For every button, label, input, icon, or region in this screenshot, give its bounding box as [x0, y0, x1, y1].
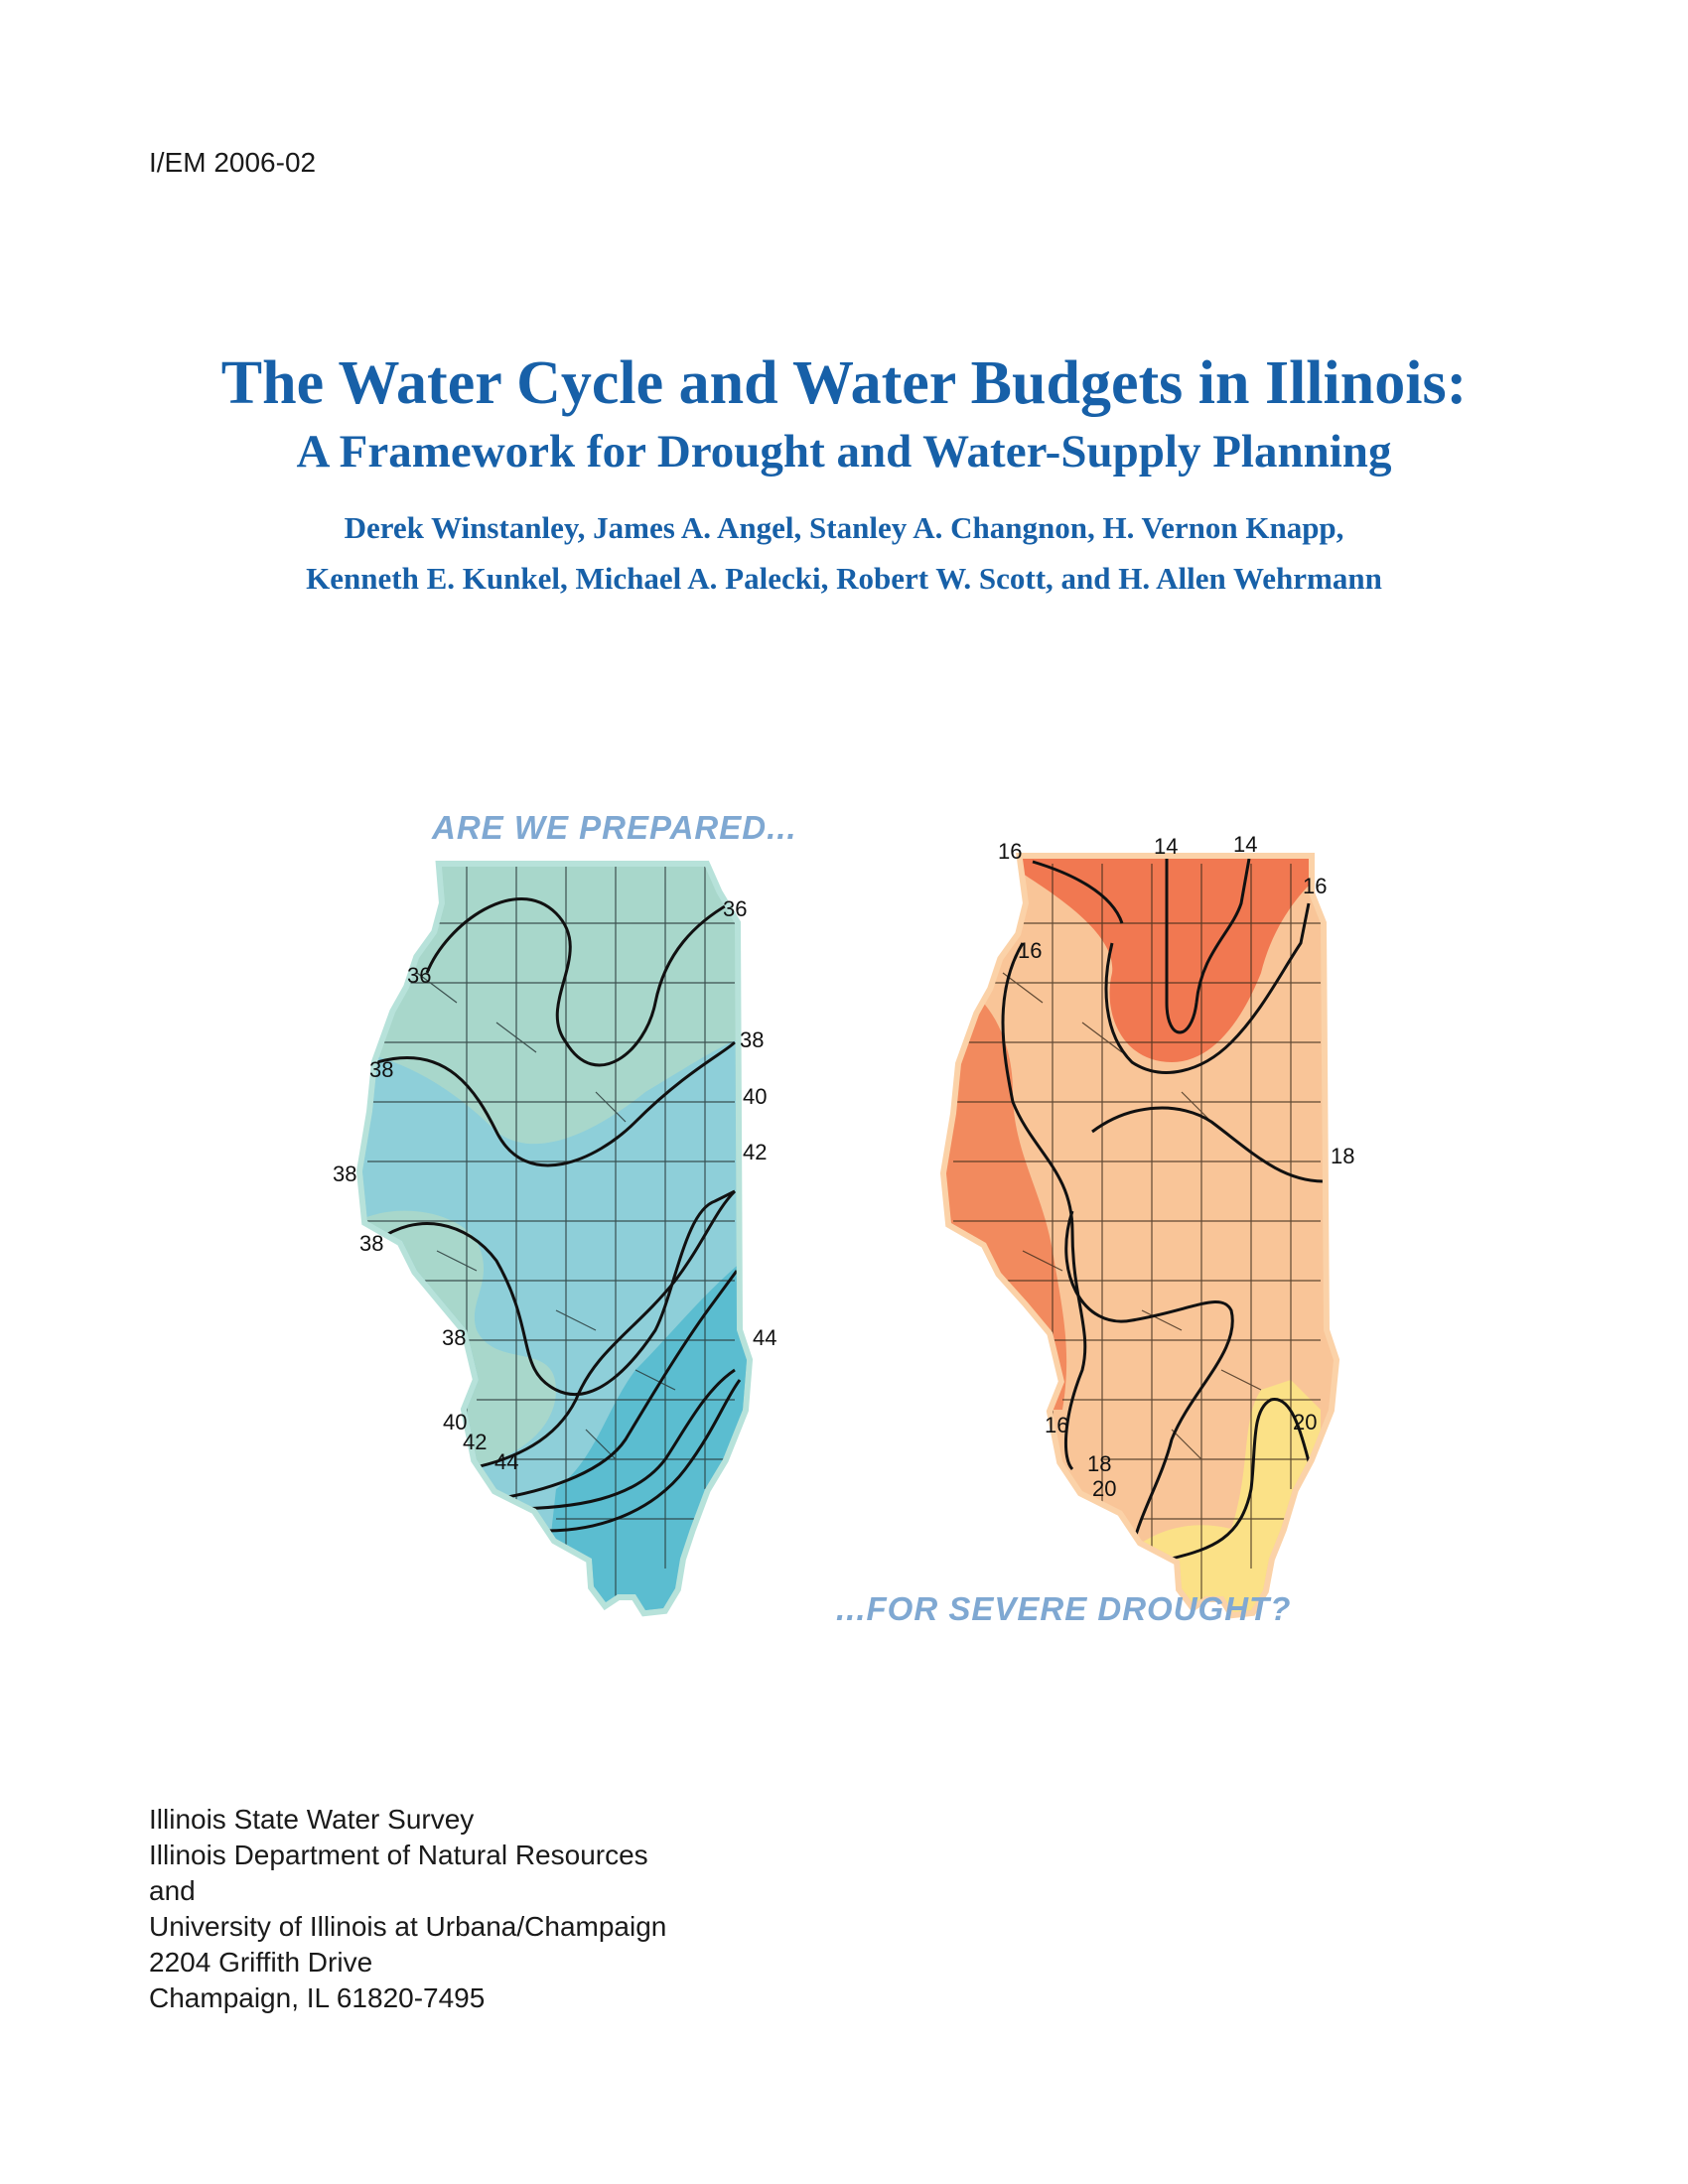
- right-contour-labels: 16 14 14 16 16 18 16 20 18 20: [998, 832, 1354, 1501]
- contour-label: 20: [1293, 1410, 1317, 1434]
- contour-label: 14: [1154, 834, 1178, 859]
- publisher-line: Illinois Department of Natural Resources: [149, 1840, 648, 1870]
- report-number: I/EM 2006-02: [149, 147, 317, 178]
- author-line: Kenneth E. Kunkel, Michael A. Palecki, R…: [306, 561, 1382, 596]
- publisher-line: University of Illinois at Urbana/Champai…: [149, 1911, 667, 1942]
- publisher-line: and: [149, 1875, 196, 1906]
- contour-label: 36: [407, 963, 431, 988]
- contour-label: 38: [442, 1325, 466, 1350]
- contour-label: 20: [1092, 1476, 1116, 1501]
- contour-label: 38: [369, 1057, 393, 1082]
- left-contour-labels: 36 36 38 38 38 38 38 40 42 44 40 42 44: [333, 896, 776, 1474]
- cover-illustration: ARE WE PREPARED...: [0, 774, 1688, 1668]
- contour-label: 16: [1303, 874, 1327, 898]
- contour-label: 40: [443, 1410, 467, 1434]
- contour-label: 18: [1087, 1451, 1111, 1476]
- contour-label: 36: [723, 896, 747, 921]
- author-line: Derek Winstanley, James A. Angel, Stanle…: [344, 510, 1344, 545]
- author-list: Derek Winstanley, James A. Angel, Stanle…: [0, 502, 1688, 604]
- contour-label: 38: [740, 1027, 764, 1052]
- contour-label: 18: [1331, 1144, 1354, 1168]
- tagline-top: ARE WE PREPARED...: [431, 809, 797, 846]
- contour-label: 44: [753, 1325, 776, 1350]
- title-block: The Water Cycle and Water Budgets in Ill…: [0, 347, 1688, 604]
- contour-label: 40: [743, 1084, 767, 1109]
- document-subtitle: A Framework for Drought and Water-Supply…: [296, 426, 1392, 478]
- left-precipitation-map: 36 36 38 38 38 38 38 40 42 44 40 42 44: [333, 834, 776, 1668]
- contour-label: 42: [463, 1430, 487, 1454]
- right-precipitation-map: 16 14 14 16 16 18 16 20 18 20: [933, 832, 1354, 1648]
- contour-label: 44: [494, 1449, 518, 1474]
- contour-label: 16: [998, 839, 1022, 864]
- publisher-line: 2204 Griffith Drive: [149, 1947, 373, 1978]
- contour-label: 16: [1018, 938, 1042, 963]
- illinois-maps: ARE WE PREPARED...: [333, 809, 1354, 1668]
- document-title: The Water Cycle and Water Budgets in Ill…: [220, 349, 1468, 417]
- tagline-bottom: ...FOR SEVERE DROUGHT?: [836, 1590, 1291, 1627]
- contour-label: 38: [333, 1161, 356, 1186]
- publisher-line: Champaign, IL 61820-7495: [149, 1982, 486, 2013]
- contour-label: 14: [1233, 832, 1257, 857]
- publisher-block: Illinois State Water Survey Illinois Dep…: [149, 1802, 666, 2016]
- publisher-line: Illinois State Water Survey: [149, 1804, 475, 1835]
- contour-label: 38: [359, 1231, 383, 1256]
- contour-label: 42: [743, 1140, 767, 1164]
- contour-label: 16: [1045, 1413, 1068, 1437]
